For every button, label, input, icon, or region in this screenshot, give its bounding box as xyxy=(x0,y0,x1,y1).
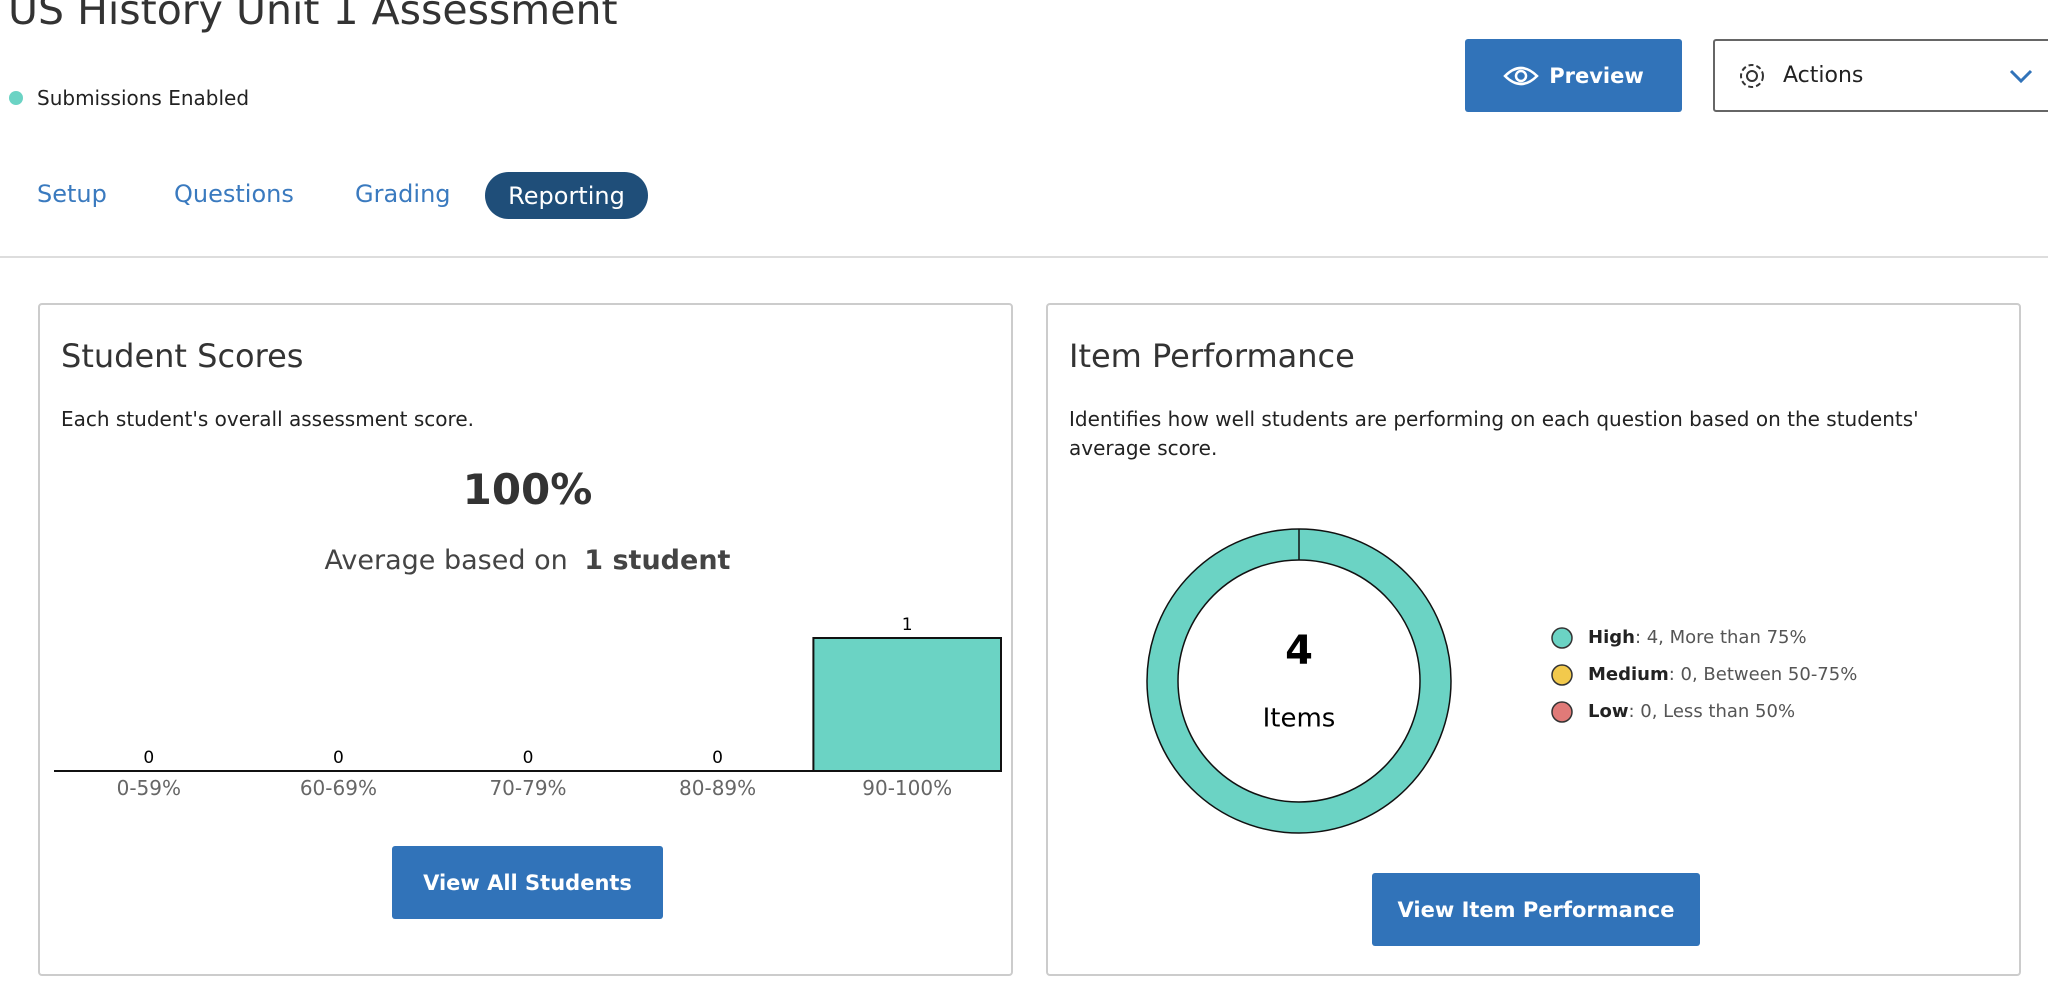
average-basis: 1 student xyxy=(584,545,731,576)
bar-value: 0 xyxy=(333,748,344,768)
legend-swatch xyxy=(1551,627,1573,649)
legend-entry: High: 4, More than 75% xyxy=(1588,627,1807,648)
bar-value: 1 xyxy=(902,615,913,635)
page-title: US History Unit 1 Assessment xyxy=(8,0,618,34)
legend-value: : 0, Less than 50% xyxy=(1628,701,1795,722)
category-label: 60-69% xyxy=(300,776,377,800)
item-performance-panel: Item Performance Identifies how well stu… xyxy=(1046,303,2021,976)
legend-name: Low xyxy=(1588,701,1628,722)
category-label: 70-79% xyxy=(489,776,566,800)
category-label: 0-59% xyxy=(117,776,181,800)
eye-icon xyxy=(1503,66,1540,85)
status-dot xyxy=(9,91,23,105)
tab-active[interactable]: Reporting xyxy=(485,172,648,219)
panel-description: Each student's overall assessment score. xyxy=(61,407,474,431)
score-chart: 0 0-59% 0 60-69% 0 70-79% 0 80-89% 1 90-100% xyxy=(54,615,1003,800)
gear-icon xyxy=(1740,63,1764,88)
item-chart: 4 Items High: 4, More than 75% Medium: 0, B… xyxy=(1146,528,1857,834)
actions-dropdown[interactable]: Actions xyxy=(1713,39,2048,112)
legend-name: High xyxy=(1588,627,1635,648)
legend-swatch xyxy=(1551,701,1573,723)
legend-entry: Low: 0, Less than 50% xyxy=(1588,701,1795,722)
chevron xyxy=(2009,69,2033,83)
panel-title: Item Performance xyxy=(1069,337,1355,375)
panel-description: Identifies how well students are perform… xyxy=(1069,407,1919,460)
preview-label: Preview xyxy=(1549,63,1644,88)
donut-segment xyxy=(1147,529,1451,834)
bar-value: 0 xyxy=(143,748,154,768)
ring-outline xyxy=(1177,559,1421,803)
bar-value: 0 xyxy=(523,748,534,768)
bar-value: 0 xyxy=(712,748,723,768)
tab[interactable]: Grading xyxy=(355,180,451,208)
tab[interactable]: Setup xyxy=(37,180,107,208)
actions-label: Actions xyxy=(1783,63,1864,88)
legend-value: : 0, Between 50-75% xyxy=(1669,664,1858,685)
category-label: 90-100% xyxy=(862,776,952,800)
average-text: Average based on xyxy=(324,545,568,576)
average-score: 100% xyxy=(462,465,593,514)
center-value: 4 xyxy=(1285,628,1313,674)
view-students-button[interactable]: View All Students xyxy=(392,846,663,919)
tab[interactable]: Questions xyxy=(174,180,294,208)
panel-title: Student Scores xyxy=(61,337,304,375)
category-label: 80-89% xyxy=(679,776,756,800)
legend-value: : 4, More than 75% xyxy=(1635,627,1807,648)
student-scores-panel: Student Scores Each student's overall as… xyxy=(38,303,1013,976)
legend-name: Medium xyxy=(1588,664,1669,685)
legend-swatch xyxy=(1551,664,1573,686)
view-items-button[interactable]: View Item Performance xyxy=(1372,873,1700,946)
preview-button[interactable]: Preview xyxy=(1465,39,1682,112)
divider xyxy=(0,256,2048,258)
legend-entry: Medium: 0, Between 50-75% xyxy=(1588,664,1857,685)
center-label: Items xyxy=(1263,704,1336,734)
bar xyxy=(812,637,1003,772)
status: Submissions Enabled xyxy=(37,86,250,110)
